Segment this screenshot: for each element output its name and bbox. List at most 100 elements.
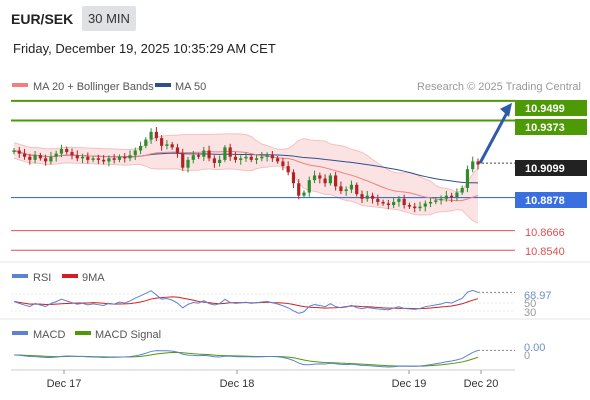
candle-body — [334, 175, 338, 187]
price-tag-bg — [515, 160, 587, 176]
candle-body — [239, 158, 243, 160]
candle — [218, 155, 222, 167]
rsi-30-label: 30 — [524, 307, 536, 319]
chart-datetime: Friday, December 19, 2025 10:35:29 AM CE… — [13, 41, 276, 56]
candle — [223, 145, 227, 163]
candle-body — [65, 148, 69, 153]
source-credit: Research © 2025 Trading Central — [417, 81, 581, 93]
candle — [413, 203, 417, 213]
candle-body — [386, 203, 390, 206]
chart-header: EUR/SEK 30 MIN — [0, 0, 590, 36]
candlesticks — [12, 126, 480, 213]
candle-body — [228, 147, 232, 157]
candle — [370, 192, 375, 204]
candle — [397, 195, 401, 207]
macd-line — [13, 349, 479, 368]
candle-body — [249, 156, 253, 160]
forecast-arrow — [478, 102, 512, 164]
candle — [80, 153, 85, 164]
candle — [260, 151, 264, 162]
candle — [75, 150, 79, 162]
candle — [165, 140, 169, 150]
candle — [233, 151, 238, 163]
timeframe-badge[interactable]: 30 MIN — [82, 6, 136, 31]
candle-body — [186, 159, 190, 168]
candle-body — [86, 156, 90, 160]
candle-body — [381, 201, 385, 204]
candle-body — [154, 131, 158, 139]
bollinger-upper — [13, 133, 479, 193]
candle — [444, 190, 448, 202]
r1-tag: 10.9373 — [515, 119, 587, 135]
candle — [386, 199, 390, 210]
r1-tag-label: 10.9373 — [525, 122, 565, 134]
candle-body — [444, 195, 448, 199]
pivot-tag-label: 10.8878 — [525, 195, 565, 207]
candle-body — [218, 159, 222, 163]
candle-body — [80, 156, 85, 159]
rsi-ma-legend-swatch — [62, 274, 78, 278]
candle-body — [370, 195, 375, 199]
candle-body — [423, 203, 427, 207]
candle-body — [254, 158, 259, 160]
candle — [144, 137, 148, 149]
x-tick-label: Dec 20 — [464, 378, 499, 390]
candle — [207, 145, 211, 162]
macd-value-label: 0.00 — [524, 342, 545, 354]
candle-body — [286, 166, 290, 173]
candle — [312, 170, 317, 184]
candle — [65, 146, 69, 155]
candle — [307, 176, 311, 197]
candle — [344, 186, 348, 196]
x-tick-label: Dec 19 — [392, 378, 427, 390]
candle — [96, 154, 100, 165]
rsi-legend-swatch — [12, 274, 28, 278]
candle — [281, 157, 285, 171]
candle — [107, 155, 111, 167]
macd-signal-line — [13, 351, 479, 367]
candle — [112, 154, 116, 164]
candle-body — [28, 156, 32, 160]
candle-body — [434, 200, 438, 202]
candle — [86, 152, 90, 164]
candle — [297, 179, 301, 200]
candle — [276, 155, 280, 164]
candle-body — [138, 145, 143, 151]
candle-body — [413, 206, 417, 209]
forecast-arrow-shaft — [478, 110, 510, 164]
candle-body — [344, 189, 348, 192]
candle — [254, 154, 259, 165]
pivot-tag: 10.8878 — [515, 192, 587, 208]
candle — [202, 146, 206, 161]
candle — [418, 201, 422, 212]
candle-body — [360, 194, 364, 199]
candle-body — [244, 156, 248, 159]
candle-body — [112, 158, 116, 160]
candle — [128, 150, 132, 162]
candle-body — [107, 158, 111, 162]
candle — [196, 152, 201, 160]
candle-body — [418, 206, 422, 209]
candle-body — [102, 159, 106, 162]
candle-body — [439, 198, 443, 201]
candle — [439, 195, 443, 205]
r1-tag-bg — [515, 119, 587, 135]
candle — [239, 155, 243, 165]
candle-body — [260, 156, 264, 159]
candle — [428, 197, 433, 208]
candle-body — [44, 158, 48, 162]
s2-label: 10.8540 — [525, 246, 565, 258]
candle — [328, 173, 332, 186]
candle — [17, 146, 21, 158]
candle — [407, 202, 412, 209]
macd-legend-swatch — [12, 331, 28, 335]
candle-body — [54, 153, 58, 157]
candle-body — [223, 147, 227, 160]
candle — [323, 174, 327, 187]
candle-body — [91, 158, 95, 160]
candle-body — [207, 150, 211, 159]
candle-body — [402, 198, 406, 206]
candle — [349, 180, 354, 194]
candle — [138, 141, 143, 155]
